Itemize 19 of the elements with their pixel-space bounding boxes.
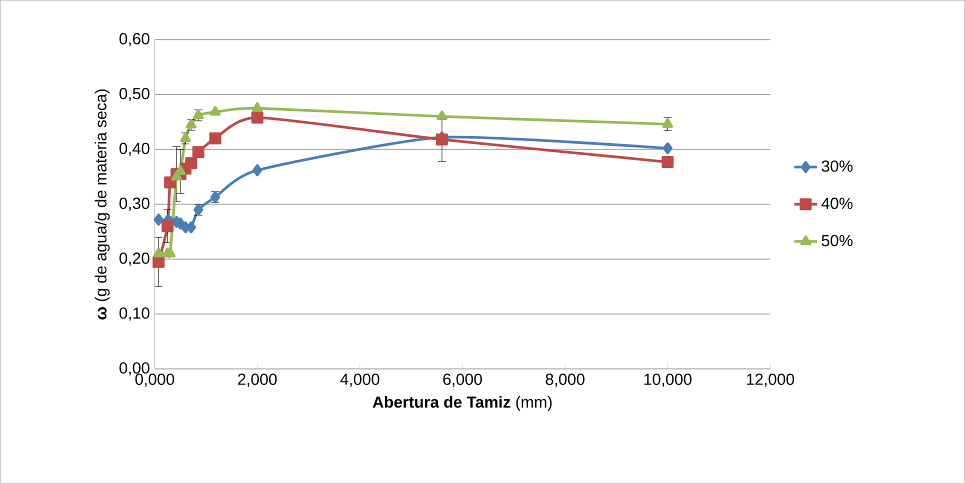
x-tick-label: 12,000 bbox=[746, 374, 794, 388]
y-tick-label: 0,00 bbox=[119, 362, 150, 376]
y-axis-title: ω (g de agua/g de materia seca) bbox=[94, 90, 110, 320]
y-tick-label: 0,50 bbox=[119, 88, 150, 102]
x-tick-label: 8,000 bbox=[546, 374, 584, 388]
y-tick-label: 0,10 bbox=[119, 308, 150, 321]
y-tick-label: 0,20 bbox=[119, 252, 150, 266]
legend-label: 50% bbox=[822, 235, 853, 246]
legend-label: 30% bbox=[822, 160, 853, 172]
x-tick-label: 6,000 bbox=[443, 374, 482, 388]
x-tick-label: 10,000 bbox=[644, 374, 692, 388]
y-tick-label: 0,40 bbox=[119, 142, 150, 156]
legend-label: 40% bbox=[821, 198, 853, 210]
x-tick-label: 0,000 bbox=[135, 374, 174, 388]
x-axis-title: Abertura de Tamiz (mm) bbox=[372, 396, 552, 412]
x-tick-label: 4,000 bbox=[340, 374, 380, 388]
y-tick-label: 0,30 bbox=[119, 198, 150, 212]
x-tick-label: 2,000 bbox=[238, 374, 277, 388]
y-tick-label: 0,60 bbox=[119, 33, 150, 46]
